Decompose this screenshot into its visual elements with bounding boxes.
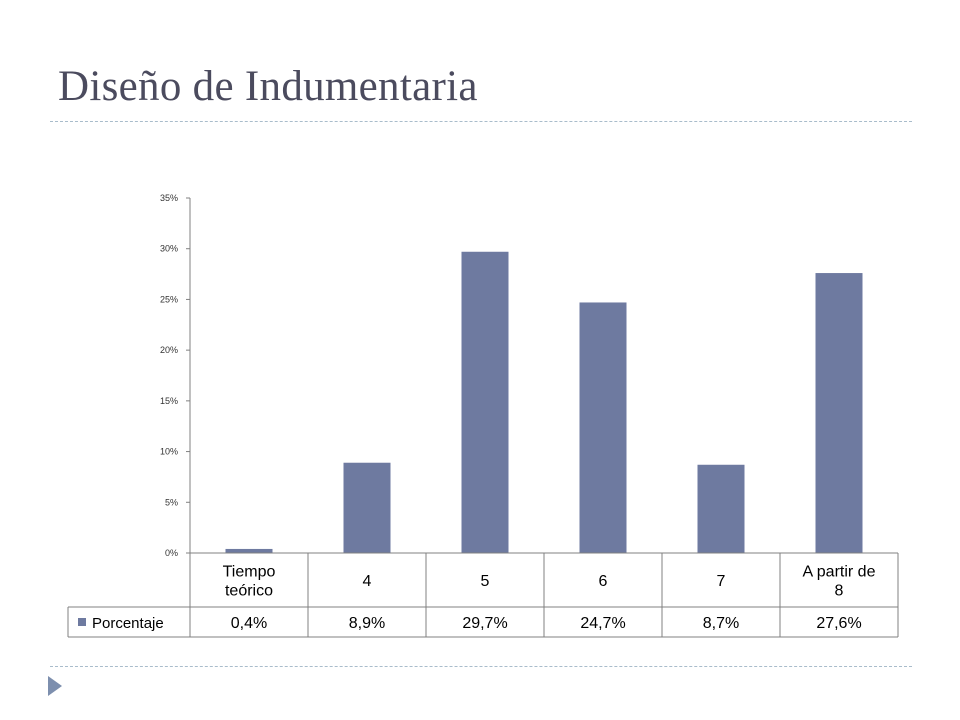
- x-category-label: 8: [835, 583, 844, 600]
- x-category-label: Tiempo: [223, 564, 276, 581]
- play-triangle-icon: [48, 676, 62, 696]
- data-value-label: 8,9%: [349, 615, 385, 632]
- bar: [579, 302, 627, 553]
- bar: [461, 251, 509, 553]
- bar: [343, 462, 391, 553]
- x-category-label: 6: [599, 573, 608, 590]
- data-value-label: 27,6%: [816, 615, 861, 632]
- data-value-label: 8,7%: [703, 615, 739, 632]
- y-tick-label: 0%: [165, 548, 178, 558]
- legend-series-name: Porcentaje: [92, 615, 164, 632]
- y-tick-label: 20%: [160, 345, 178, 355]
- x-category-label: teórico: [225, 583, 273, 600]
- bar: [815, 273, 863, 553]
- x-category-label: 7: [717, 573, 726, 590]
- bar: [697, 464, 745, 553]
- y-tick-label: 15%: [160, 396, 178, 406]
- y-tick-label: 25%: [160, 294, 178, 304]
- y-tick-label: 35%: [160, 193, 178, 203]
- footer-divider: [50, 666, 912, 667]
- data-value-label: 24,7%: [580, 615, 625, 632]
- data-value-label: 29,7%: [462, 615, 507, 632]
- y-tick-label: 30%: [160, 244, 178, 254]
- y-tick-label: 5%: [165, 497, 178, 507]
- y-tick-label: 10%: [160, 447, 178, 457]
- x-category-label: 5: [481, 573, 490, 590]
- legend-key: [78, 618, 86, 626]
- page-title: Diseño de Indumentaria: [58, 63, 478, 110]
- x-category-label: A partir de: [803, 564, 876, 581]
- bar: [225, 548, 273, 553]
- data-value-label: 0,4%: [231, 615, 267, 632]
- x-category-label: 4: [363, 573, 372, 590]
- title-divider: [50, 121, 912, 122]
